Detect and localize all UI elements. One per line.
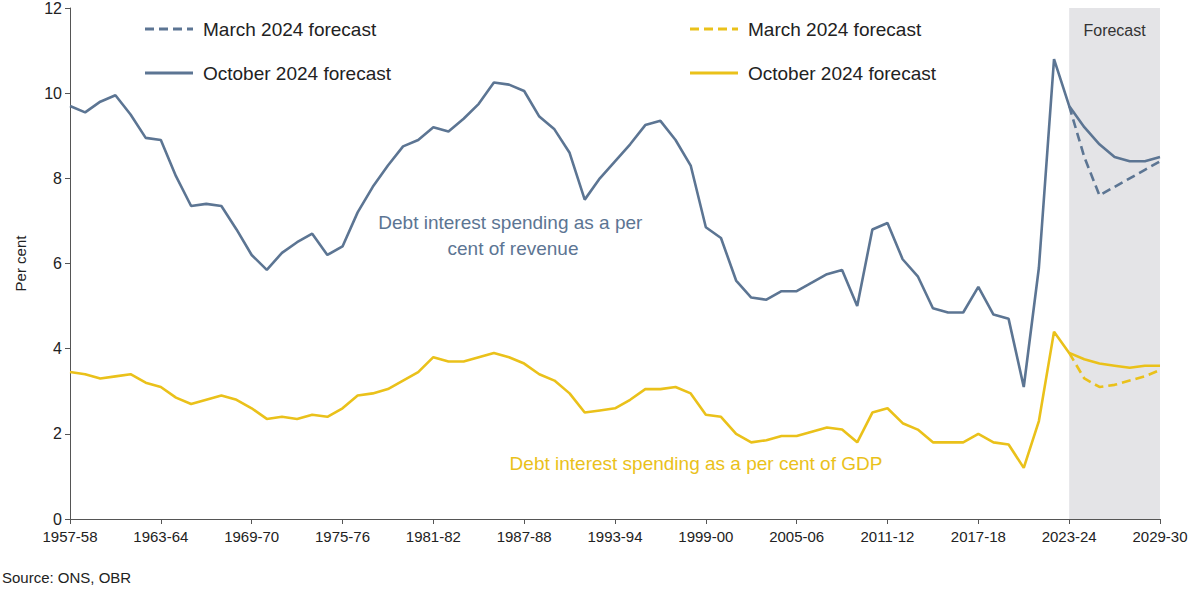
svg-text:Source: ONS, OBR: Source: ONS, OBR — [2, 569, 131, 586]
svg-text:0: 0 — [53, 511, 62, 528]
svg-text:October 2024 forecast: October 2024 forecast — [203, 63, 392, 84]
svg-text:4: 4 — [53, 340, 62, 357]
svg-text:2: 2 — [53, 425, 62, 442]
svg-text:1993-94: 1993-94 — [587, 528, 642, 545]
svg-text:2005-06: 2005-06 — [769, 528, 824, 545]
svg-text:1969-70: 1969-70 — [224, 528, 279, 545]
svg-text:2017-18: 2017-18 — [951, 528, 1006, 545]
svg-text:12: 12 — [44, 0, 62, 17]
svg-text:1981-82: 1981-82 — [406, 528, 461, 545]
svg-text:Debt interest spending as a pe: Debt interest spending as a per — [378, 212, 647, 233]
svg-text:2029-30: 2029-30 — [1132, 528, 1187, 545]
svg-text:8: 8 — [53, 170, 62, 187]
svg-text:cent of revenue: cent of revenue — [448, 238, 579, 259]
svg-text:October 2024 forecast: October 2024 forecast — [748, 63, 937, 84]
svg-text:1975-76: 1975-76 — [315, 528, 370, 545]
svg-text:March 2024 forecast: March 2024 forecast — [748, 19, 922, 40]
svg-text:1987-88: 1987-88 — [497, 528, 552, 545]
svg-text:Per cent: Per cent — [12, 235, 29, 292]
svg-text:2011-12: 2011-12 — [861, 528, 915, 545]
svg-text:2023-24: 2023-24 — [1042, 528, 1097, 545]
svg-text:Debt interest spending as a pe: Debt interest spending as a per cent of … — [510, 453, 883, 474]
svg-text:1963-64: 1963-64 — [133, 528, 188, 545]
svg-text:10: 10 — [44, 85, 62, 102]
svg-text:Forecast: Forecast — [1083, 22, 1146, 39]
svg-text:March 2024 forecast: March 2024 forecast — [203, 19, 377, 40]
svg-text:1999-00: 1999-00 — [678, 528, 733, 545]
svg-text:6: 6 — [53, 255, 62, 272]
svg-text:1957-58: 1957-58 — [42, 528, 97, 545]
